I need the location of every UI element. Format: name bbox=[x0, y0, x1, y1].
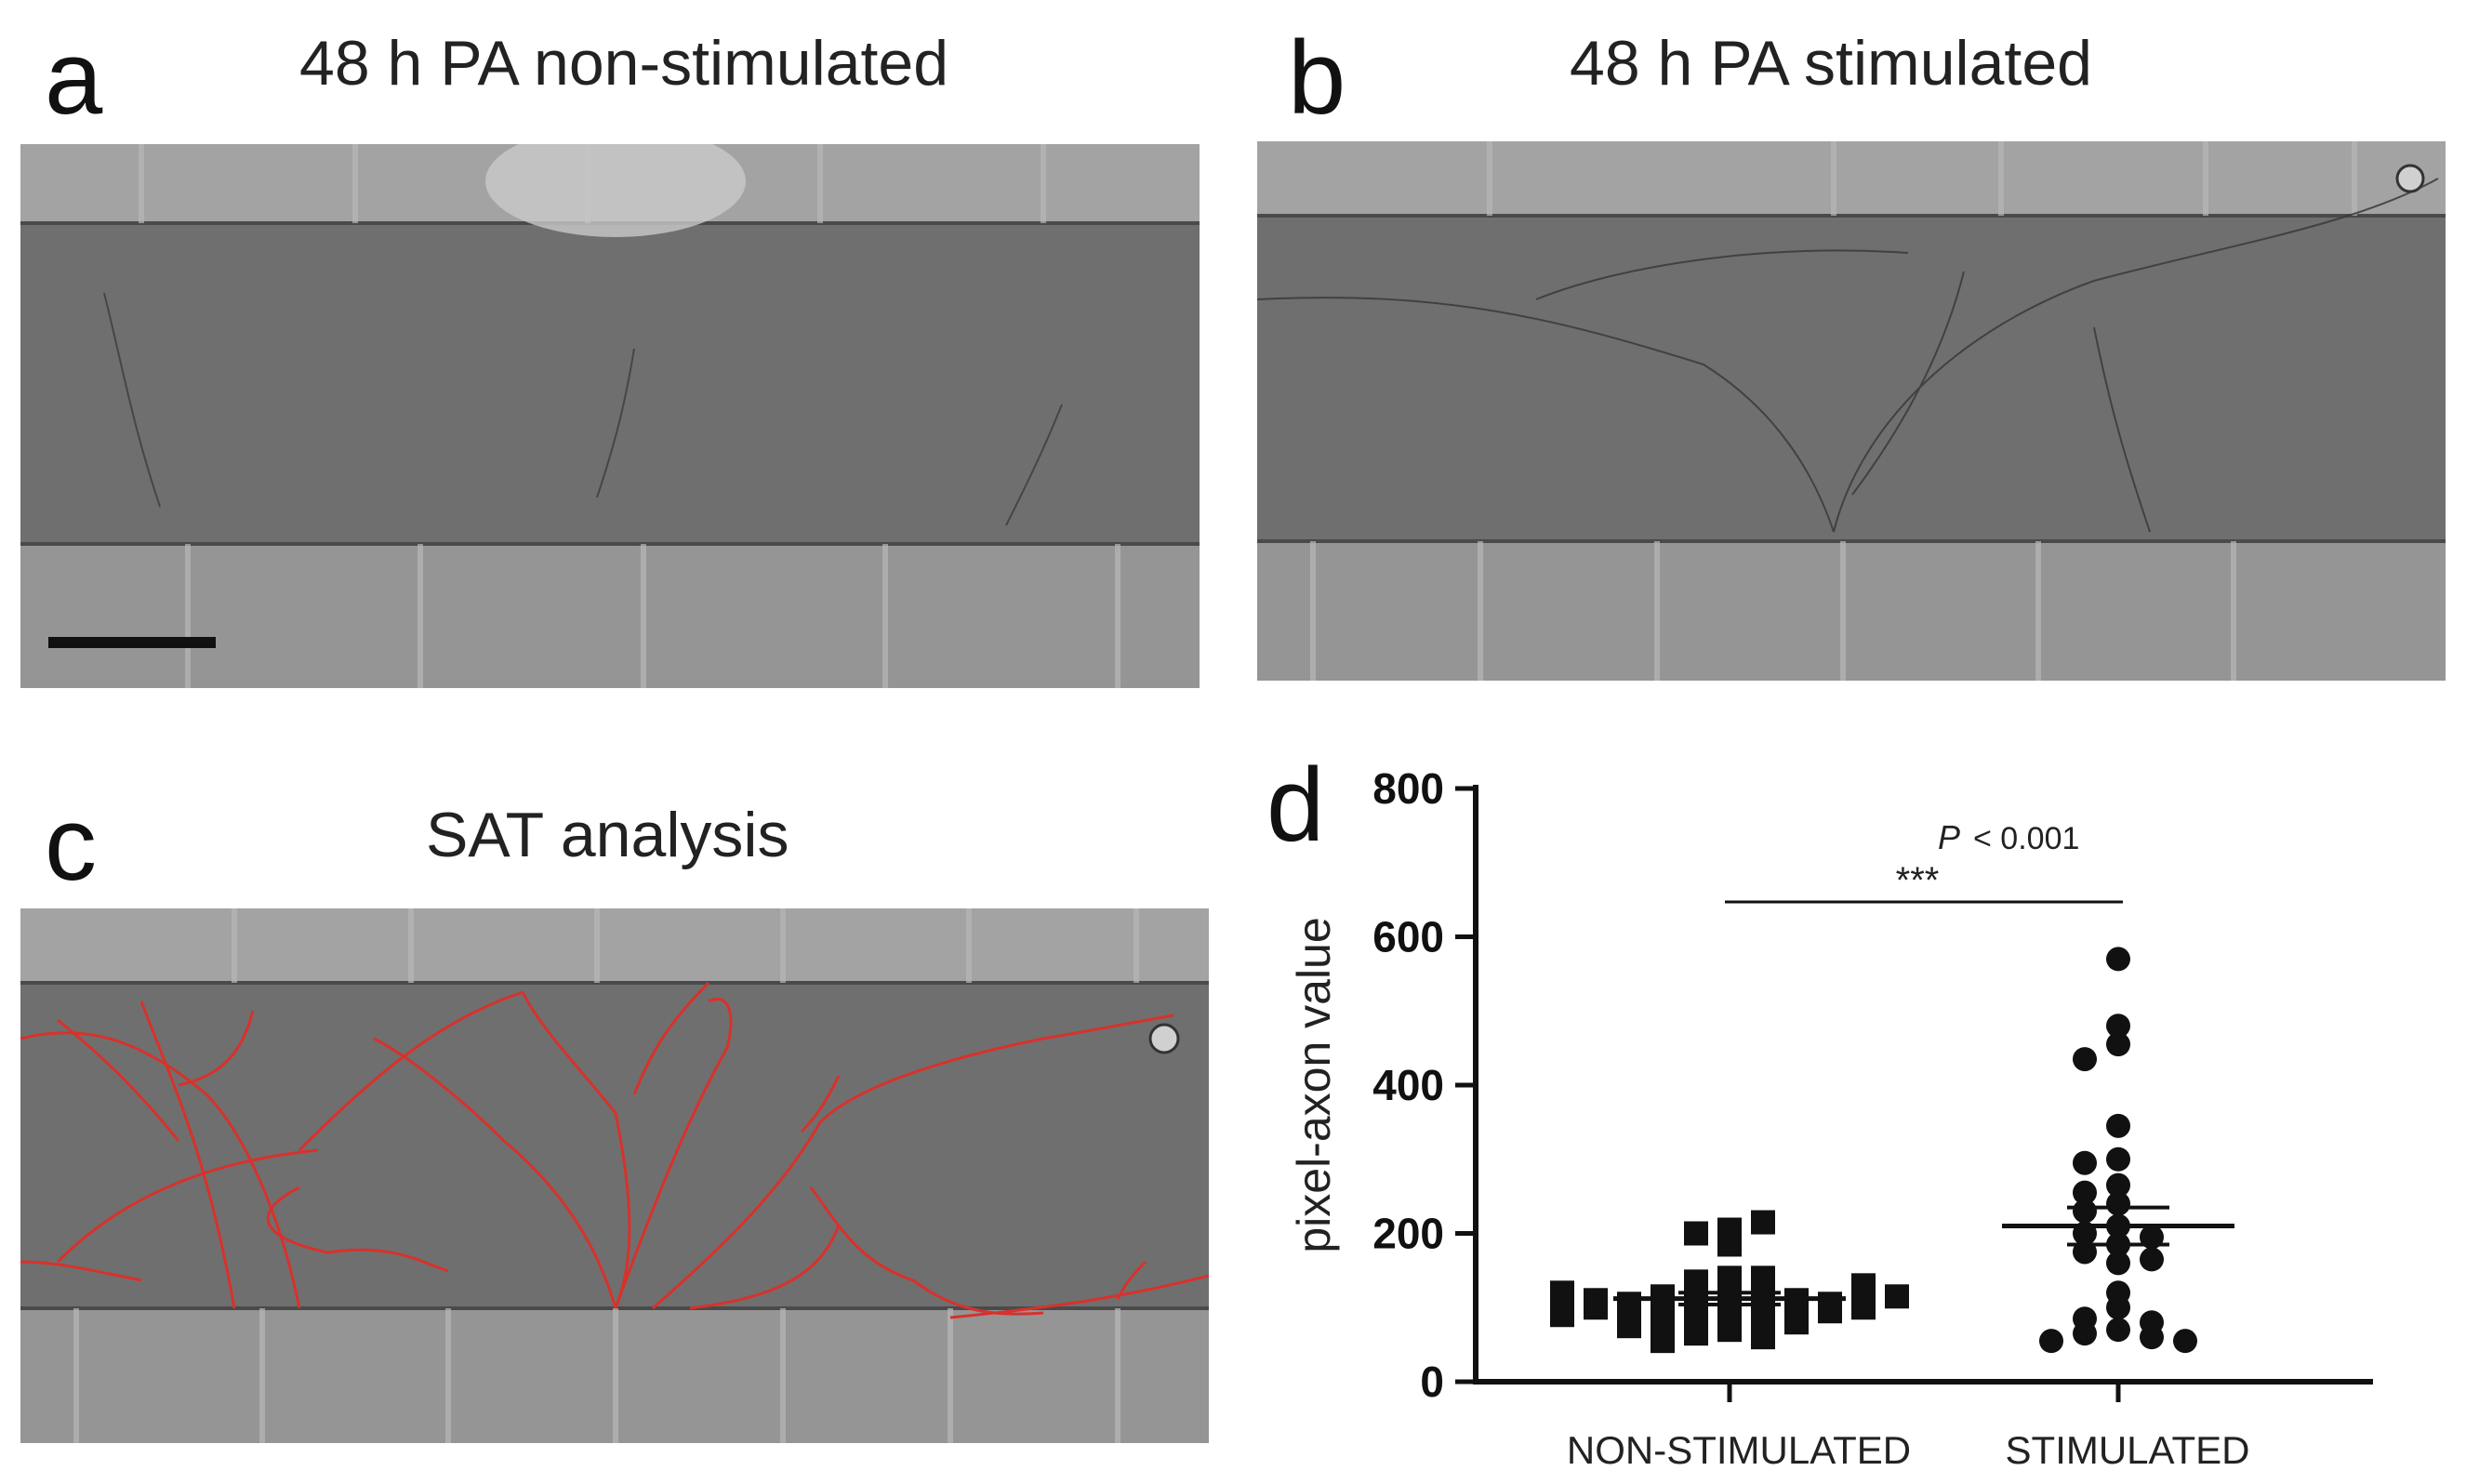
y-tick-label: 600 bbox=[1372, 913, 1444, 961]
micrograph-c bbox=[20, 908, 1209, 1443]
data-point-square bbox=[1617, 1314, 1641, 1339]
data-point-square bbox=[1684, 1321, 1708, 1346]
y-tick-label: 0 bbox=[1420, 1358, 1444, 1406]
y-tick-label: 400 bbox=[1372, 1061, 1444, 1109]
x-tick-label: STIMULATED bbox=[2006, 1428, 2250, 1472]
data-point-square bbox=[1617, 1292, 1641, 1317]
data-point-square bbox=[1784, 1310, 1809, 1335]
y-axis-label: pixel-axon value bbox=[1288, 917, 1340, 1252]
data-point-square bbox=[1684, 1221, 1708, 1246]
data-point-circle bbox=[2106, 1032, 2130, 1057]
data-point-circle bbox=[2073, 1199, 2097, 1224]
data-point-square bbox=[1751, 1265, 1775, 1291]
data-point-square bbox=[1717, 1318, 1742, 1343]
data-point-circle bbox=[2073, 1180, 2097, 1205]
data-point-square bbox=[1584, 1288, 1608, 1313]
panel-title-c: SAT analysis bbox=[426, 800, 789, 870]
data-point-circle bbox=[2106, 1318, 2130, 1343]
data-point-circle bbox=[2106, 947, 2130, 972]
data-point-square bbox=[1751, 1303, 1775, 1328]
data-point-square bbox=[1651, 1306, 1675, 1332]
data-point-circle bbox=[2106, 1014, 2130, 1039]
data-point-circle bbox=[2106, 1251, 2130, 1276]
sat-axon-traces bbox=[20, 981, 1209, 1319]
y-tick-label: 200 bbox=[1372, 1210, 1444, 1258]
data-point-square bbox=[1851, 1273, 1876, 1298]
panel-title-a: 48 h PA non-stimulated bbox=[299, 28, 949, 99]
data-point-square bbox=[1717, 1232, 1742, 1257]
data-point-circle bbox=[2073, 1047, 2097, 1072]
data-point-square bbox=[1851, 1295, 1876, 1320]
panel-letter-c: c bbox=[45, 786, 97, 902]
data-point-circle bbox=[2039, 1329, 2063, 1354]
data-point-circle bbox=[2106, 1146, 2130, 1172]
y-tick-label: 800 bbox=[1372, 764, 1444, 813]
data-point-circle bbox=[2173, 1329, 2197, 1354]
data-point-circle bbox=[2140, 1325, 2164, 1350]
x-tick-label: NON-STIMULATED bbox=[1567, 1428, 1911, 1472]
data-point-circle bbox=[2106, 1113, 2130, 1138]
panel-letter-b: b bbox=[1288, 20, 1346, 136]
data-point-square bbox=[1751, 1325, 1775, 1350]
scatter-chart: 0 200 400 600 800 pixel-axon value NON-STIMULA… bbox=[1288, 764, 2373, 1472]
data-point-circle bbox=[2106, 1295, 2130, 1320]
data-point-square bbox=[1550, 1303, 1574, 1328]
data-point-square bbox=[1651, 1329, 1675, 1354]
panel-letter-a: a bbox=[45, 20, 103, 136]
data-point-square bbox=[1550, 1280, 1574, 1305]
data-point-square bbox=[1818, 1292, 1842, 1317]
data-point-circle bbox=[2106, 1173, 2130, 1198]
data-point-circle bbox=[2106, 1191, 2130, 1216]
micrograph-b bbox=[1257, 141, 2446, 681]
data-point-circle bbox=[2073, 1321, 2097, 1346]
panel-letter-d: d bbox=[1266, 747, 1325, 863]
significance-stars: *** bbox=[1896, 860, 1940, 901]
p-value-label: P bbox=[1938, 818, 1960, 856]
data-point-square bbox=[1885, 1284, 1909, 1309]
panel-title-b: 48 h PA stimulated bbox=[1570, 28, 2092, 99]
micrograph-a bbox=[20, 144, 1200, 688]
data-point-circle bbox=[2073, 1150, 2097, 1175]
p-value-text: < 0.001 bbox=[1973, 821, 2079, 856]
data-point-circle bbox=[2140, 1247, 2164, 1272]
data-point-square bbox=[1751, 1210, 1775, 1235]
